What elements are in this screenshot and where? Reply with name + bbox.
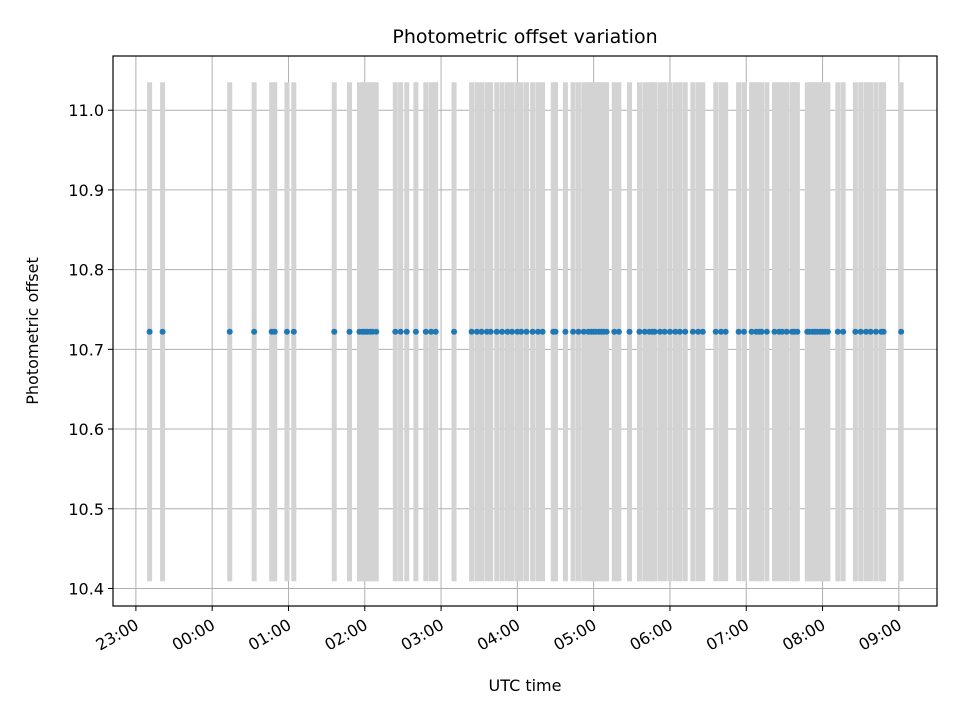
y-axis-ticks: 10.4 10.5 10.6 10.7 10.8 10.9 11.0 (68, 101, 113, 598)
data-point (346, 328, 353, 335)
data-point (657, 328, 664, 335)
data-point (570, 328, 577, 335)
data-point (735, 328, 742, 335)
data-point (857, 328, 864, 335)
data-point (603, 328, 610, 335)
y-tick-label: 10.4 (68, 579, 104, 598)
data-point (661, 328, 668, 335)
data-point (748, 328, 755, 335)
data-point (852, 328, 859, 335)
data-point (834, 328, 841, 335)
y-tick-label: 10.5 (68, 500, 104, 519)
data-point (478, 328, 485, 335)
data-point (271, 328, 278, 335)
data-point (758, 328, 765, 335)
data-point (783, 328, 790, 335)
data-point (880, 328, 887, 335)
data-point (641, 328, 648, 335)
data-point (794, 328, 801, 335)
data-point (867, 328, 874, 335)
data-point (863, 328, 870, 335)
data-point (840, 328, 847, 335)
data-point (636, 328, 643, 335)
data-point (740, 328, 747, 335)
y-axis-label: Photometric offset (23, 257, 42, 405)
y-tick-label: 10.6 (68, 420, 104, 439)
data-point (666, 328, 673, 335)
data-point (422, 328, 429, 335)
data-point (468, 328, 475, 335)
data-point (518, 328, 525, 335)
data-point (428, 328, 435, 335)
data-point (146, 328, 153, 335)
data-point (682, 328, 689, 335)
data-point (611, 328, 618, 335)
data-point (493, 328, 500, 335)
chart-title: Photometric offset variation (392, 26, 657, 48)
data-point (226, 328, 233, 335)
data-point (763, 328, 770, 335)
data-point (499, 328, 506, 335)
data-point (712, 328, 719, 335)
data-point (695, 328, 702, 335)
data-point (626, 328, 633, 335)
data-point (552, 328, 559, 335)
y-tick-label: 10.9 (68, 181, 104, 200)
plot-frame (112, 55, 938, 607)
data-point (718, 328, 725, 335)
data-point (722, 328, 729, 335)
data-point (397, 328, 404, 335)
data-point (251, 328, 258, 335)
data-point (392, 328, 399, 335)
data-point (651, 328, 658, 335)
data-point (615, 328, 622, 335)
data-point (509, 328, 516, 335)
y-tick-label: 10.7 (68, 340, 104, 359)
data-point (562, 328, 569, 335)
data-point (373, 328, 380, 335)
data-point (523, 328, 530, 335)
y-tick-label: 11.0 (68, 101, 104, 120)
data-point (676, 328, 683, 335)
data-points (146, 328, 905, 335)
data-point (771, 328, 778, 335)
data-point (534, 328, 541, 335)
data-point (539, 328, 546, 335)
data-point (331, 328, 338, 335)
x-axis-label: UTC time (489, 676, 562, 695)
data-point (451, 328, 458, 335)
data-point (487, 328, 494, 335)
data-point (529, 328, 536, 335)
data-point (672, 328, 679, 335)
data-point (580, 328, 587, 335)
data-point (403, 328, 410, 335)
data-point (432, 328, 439, 335)
data-point (283, 328, 290, 335)
data-point (504, 328, 511, 335)
data-point (898, 328, 905, 335)
data-point (473, 328, 480, 335)
data-point (412, 328, 419, 335)
data-point (872, 328, 879, 335)
data-point (290, 328, 297, 335)
data-point (159, 328, 166, 335)
data-point (824, 328, 831, 335)
y-tick-label: 10.8 (68, 261, 104, 280)
data-point (689, 328, 696, 335)
data-point (779, 328, 786, 335)
data-point (575, 328, 582, 335)
data-point (699, 328, 706, 335)
